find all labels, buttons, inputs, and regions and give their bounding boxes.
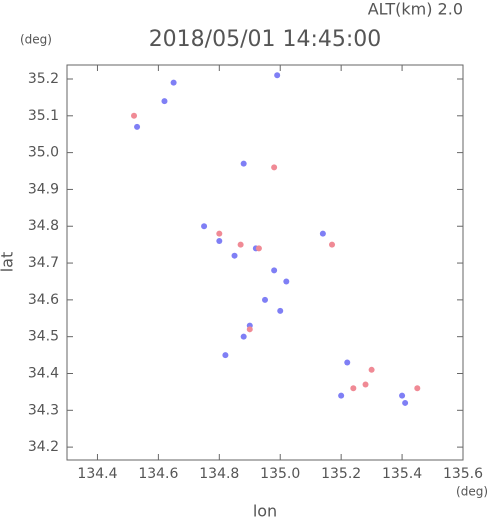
echo-point xyxy=(271,164,278,171)
echo-point xyxy=(399,392,406,399)
echo-point xyxy=(216,230,223,237)
echo-point xyxy=(344,359,351,366)
y-unit: (deg) xyxy=(20,33,52,47)
echo-point xyxy=(131,112,138,119)
echo-point xyxy=(329,241,336,248)
y-tick-label: 34.5 xyxy=(28,329,59,345)
echo-point xyxy=(262,296,268,303)
x-axis-label: lon xyxy=(253,502,277,521)
y-tick-label: 34.4 xyxy=(28,365,59,381)
y-tick-label: 34.9 xyxy=(28,181,59,197)
echo-point xyxy=(231,252,238,259)
echo-point xyxy=(368,366,375,373)
echo-point xyxy=(161,98,168,105)
echo-point xyxy=(255,245,262,252)
y-axis-label: lat xyxy=(0,252,17,273)
y-tick-label: 34.8 xyxy=(28,218,59,234)
y-tick-label: 35.1 xyxy=(28,108,59,124)
echo-point xyxy=(414,385,421,392)
x-tick-label: 134.8 xyxy=(199,466,239,482)
echo-point xyxy=(222,352,229,359)
x-tick-label: 135.6 xyxy=(443,466,483,482)
y-tick-label: 35.0 xyxy=(28,145,59,161)
echo-point xyxy=(274,72,281,79)
echo-point xyxy=(402,399,409,406)
plot-frame xyxy=(66,64,464,461)
x-tick-label: 135.2 xyxy=(321,466,361,482)
altitude-header: ALT(km) 2.0 xyxy=(368,0,463,19)
echo-point xyxy=(216,237,223,244)
echo-point xyxy=(319,230,326,237)
echo-point xyxy=(350,385,357,392)
x-unit: (deg) xyxy=(456,485,488,499)
x-tick-label: 134.6 xyxy=(138,466,178,482)
echo-point xyxy=(240,160,247,167)
echo-point xyxy=(277,307,284,314)
echo-point xyxy=(201,223,208,230)
echo-point xyxy=(237,241,244,248)
x-tick-label: 135.0 xyxy=(260,466,300,482)
y-tick-label: 34.2 xyxy=(28,439,59,455)
y-tick-label: 34.7 xyxy=(28,255,59,271)
echo-point xyxy=(283,278,290,285)
y-tick-label: 35.2 xyxy=(28,71,59,87)
y-tick-label: 34.3 xyxy=(28,402,59,418)
echo-point xyxy=(271,267,278,274)
echo-point xyxy=(338,392,345,399)
echo-point xyxy=(246,326,253,333)
echo-point xyxy=(170,79,177,86)
echo-point xyxy=(134,123,141,130)
y-tick-label: 34.6 xyxy=(28,292,59,308)
chart-title: 2018/05/01 14:45:00 xyxy=(149,27,382,52)
echo-point xyxy=(362,381,369,388)
x-tick-label: 135.4 xyxy=(382,466,422,482)
echo-point xyxy=(240,333,247,340)
x-tick-label: 134.4 xyxy=(77,466,117,482)
